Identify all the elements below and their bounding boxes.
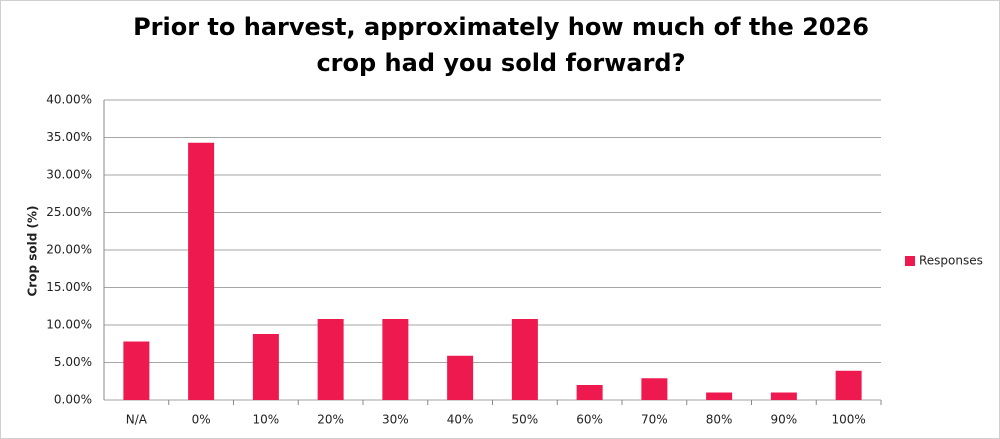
y-tick-label: 25.00%	[46, 205, 92, 219]
bar	[641, 378, 668, 400]
y-tick-label: 10.00%	[46, 318, 92, 332]
bar	[188, 142, 215, 400]
x-tick-label: 0%	[192, 413, 211, 427]
x-tick-label: 50%	[512, 413, 539, 427]
x-tick-label: 70%	[641, 413, 668, 427]
y-tick-label: 35.00%	[46, 130, 92, 144]
x-tick-label: 30%	[382, 413, 409, 427]
bar	[252, 334, 279, 400]
legend-swatch	[905, 256, 915, 266]
bar	[511, 319, 538, 400]
y-tick-label: 5.00%	[54, 355, 92, 369]
bar	[123, 341, 150, 400]
x-tick-label: 100%	[831, 413, 865, 427]
bar	[770, 392, 797, 400]
y-tick-label: 0.00%	[54, 393, 92, 407]
x-tick-label: 80%	[706, 413, 733, 427]
y-tick-label: 20.00%	[46, 243, 92, 257]
y-tick-label: 15.00%	[46, 280, 92, 294]
bar	[382, 319, 409, 400]
x-tick-label: 40%	[447, 413, 474, 427]
bar	[447, 355, 474, 400]
bar	[317, 319, 344, 400]
bar	[706, 392, 733, 400]
x-tick-label: 20%	[317, 413, 344, 427]
x-tick-label: 90%	[771, 413, 798, 427]
y-tick-label: 40.00%	[46, 93, 92, 107]
y-tick-label: 30.00%	[46, 168, 92, 182]
x-tick-label: 10%	[253, 413, 280, 427]
x-tick-label: 60%	[576, 413, 603, 427]
chart-title: Prior to harvest, approximately how much…	[133, 13, 869, 77]
x-tick-label: N/A	[126, 413, 148, 427]
y-axis-title: Crop sold (%)	[26, 206, 40, 297]
bar	[576, 385, 603, 400]
bar	[835, 370, 862, 400]
legend-label: Responses	[919, 254, 983, 268]
